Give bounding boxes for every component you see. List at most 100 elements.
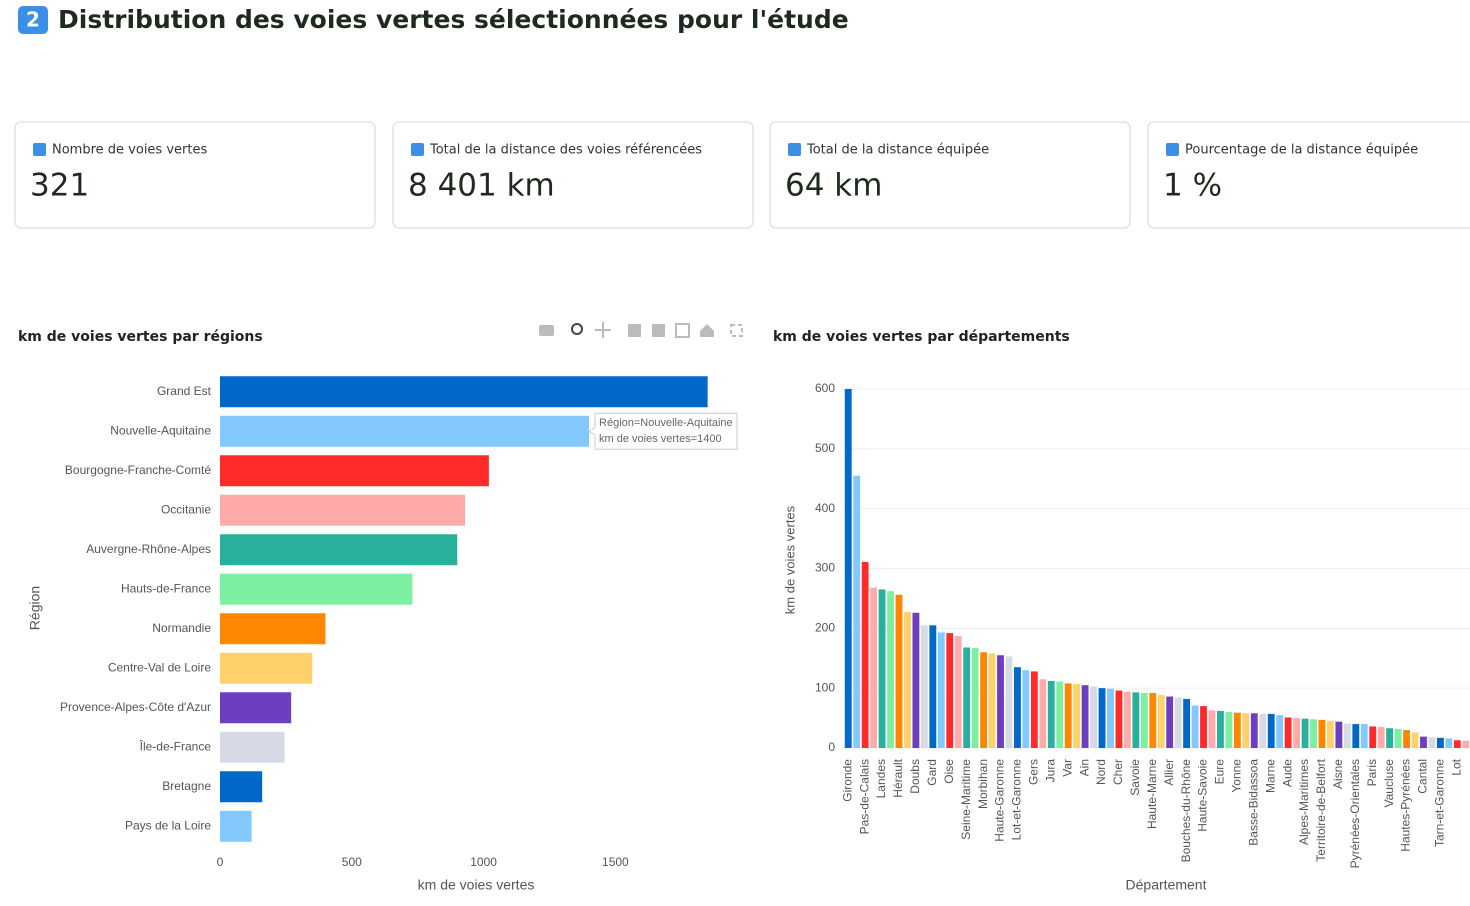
y-tick-label: Bourgogne-Franche-Comté <box>65 463 211 477</box>
y-axis-title: Région <box>27 586 43 630</box>
bar <box>1428 737 1436 748</box>
bar <box>220 534 458 566</box>
y-tick-label: Auvergne-Rhône-Alpes <box>86 542 211 556</box>
x-tick-label: Basse-Bidassoa <box>1246 759 1260 846</box>
y-tick-label: 400 <box>815 501 835 515</box>
bar <box>1242 713 1250 748</box>
bar <box>1174 697 1182 748</box>
info-icon <box>788 143 801 156</box>
x-tick-label: 1500 <box>602 855 629 869</box>
x-tick-label: Hautes-Pyrénées <box>1399 759 1413 852</box>
x-tick-label: Haute-Garonne <box>993 759 1007 842</box>
tool-zoom-in[interactable] <box>628 324 641 337</box>
tool-zoom-out[interactable] <box>652 324 665 337</box>
tool-reset[interactable] <box>700 324 714 337</box>
bar <box>954 636 962 748</box>
info-icon <box>1166 143 1179 156</box>
bar <box>980 652 988 748</box>
bar <box>220 415 590 447</box>
x-axis-title: km de voies vertes <box>418 877 535 893</box>
y-tick-label: 500 <box>815 441 835 455</box>
x-tick-label: Landes <box>874 759 888 798</box>
bar <box>1056 681 1064 748</box>
x-tick-label: Vaucluse <box>1382 759 1396 808</box>
bar <box>220 652 313 684</box>
metric-label: Nombre de voies vertes <box>52 143 207 158</box>
chart-title: km de voies vertes par départements <box>773 329 1070 345</box>
bar <box>963 647 971 748</box>
bar <box>1343 723 1351 748</box>
y-tick-label: 0 <box>828 740 835 754</box>
x-tick-label: Ain <box>1077 759 1091 776</box>
bar <box>1157 694 1165 748</box>
x-tick-label: Gers <box>1027 759 1041 785</box>
x-tick-label: 1000 <box>470 855 497 869</box>
y-tick-label: Pays de la Loire <box>125 818 211 832</box>
bar <box>1335 721 1343 748</box>
metric-value: 1 % <box>1163 168 1222 204</box>
x-tick-label: Var <box>1060 759 1074 777</box>
header-icon: 2 <box>26 8 40 32</box>
y-tick-label: Nouvelle-Aquitaine <box>110 423 211 437</box>
metric-label: Total de la distance des voies référencé… <box>429 143 702 158</box>
bar <box>1107 688 1114 748</box>
y-tick-label: Normandie <box>152 621 211 635</box>
bar <box>220 376 708 408</box>
x-tick-label: Hérault <box>891 758 905 797</box>
y-tick-label: Grand Est <box>157 384 212 398</box>
x-tick-label: Morbihan <box>976 759 990 809</box>
x-tick-label: Territoire-de-Belfort <box>1314 758 1328 861</box>
x-tick-label: Seine-Maritime <box>959 759 973 840</box>
bar <box>1369 726 1377 748</box>
x-tick-label: Allier <box>1162 759 1176 786</box>
x-tick-label: Lot-et-Garonne <box>1010 759 1024 841</box>
bar <box>1013 667 1021 748</box>
bar <box>1284 717 1292 748</box>
bar <box>1005 656 1013 748</box>
bar <box>912 612 920 748</box>
x-axis-title: Département <box>1126 877 1207 893</box>
bar <box>1217 710 1224 748</box>
bar <box>1132 692 1140 748</box>
x-tick-label: 500 <box>342 855 362 869</box>
bar <box>853 475 861 748</box>
bar <box>1166 696 1174 748</box>
bar <box>844 388 852 748</box>
bar <box>1403 730 1410 748</box>
metric-label: Total de la distance équipée <box>806 143 989 158</box>
metric-value: 8 401 km <box>408 168 555 204</box>
x-tick-label: Haute-Marne <box>1145 759 1159 829</box>
x-tick-label: Yonne <box>1230 759 1244 793</box>
bar <box>1208 710 1216 748</box>
metric-card <box>14 121 376 229</box>
bar <box>1225 712 1233 748</box>
bar <box>1098 688 1106 748</box>
tool-fullscreen[interactable] <box>730 324 743 337</box>
bar <box>920 625 928 748</box>
tool-camera[interactable] <box>539 325 554 336</box>
tool-autoscale[interactable] <box>675 323 690 338</box>
x-tick-label: Tarn-et-Garonne <box>1433 759 1447 847</box>
y-tick-label: 300 <box>815 561 835 575</box>
bar <box>1039 679 1047 748</box>
bar <box>1250 713 1258 748</box>
x-tick-label: Aisne <box>1331 759 1345 789</box>
bar <box>220 494 466 526</box>
tool-zoom[interactable] <box>571 323 583 335</box>
x-tick-label: Paris <box>1365 759 1379 786</box>
x-tick-label: Haute-Savoie <box>1196 759 1210 832</box>
bar <box>1259 713 1267 748</box>
chart-title: km de voies vertes par régions <box>18 329 263 345</box>
bar <box>1183 698 1191 748</box>
bar <box>929 625 937 748</box>
bar <box>220 455 489 487</box>
bar <box>1394 728 1402 748</box>
bar <box>1233 712 1241 748</box>
tooltip-box <box>588 412 738 450</box>
metric-value: 321 <box>30 168 89 204</box>
y-tick-label: 200 <box>815 620 835 634</box>
tool-pan[interactable] <box>595 322 611 338</box>
metric-card <box>769 121 1131 229</box>
y-tick-label: 100 <box>815 680 835 694</box>
bar <box>1453 740 1461 748</box>
